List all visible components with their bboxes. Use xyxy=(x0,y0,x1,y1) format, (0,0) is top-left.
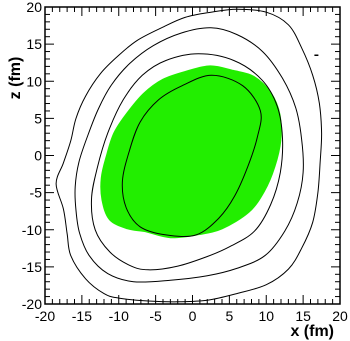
x-tick-label: -5 xyxy=(149,308,162,324)
y-tick-label: 5 xyxy=(34,110,42,126)
contour-line-3 xyxy=(74,27,304,283)
x-tick-labels: -20 -15 -10 -5 0 5 10 15 20 xyxy=(35,308,348,324)
x-tick-label: -15 xyxy=(72,308,92,324)
contour-line-2 xyxy=(90,53,284,271)
y-tick-label: -15 xyxy=(22,259,42,275)
y-tick-label: 20 xyxy=(26,0,42,15)
plot-area xyxy=(55,8,323,303)
y-axis-label: z (fm) xyxy=(7,57,24,100)
y-tick-label: 15 xyxy=(26,36,42,52)
x-tick-label: -10 xyxy=(109,308,129,324)
x-axis-label: x (fm) xyxy=(290,323,334,340)
y-tick-label: 0 xyxy=(34,148,42,164)
y-tick-label: -10 xyxy=(22,222,42,238)
x-tick-label: 15 xyxy=(295,308,311,324)
x-tick-label: 10 xyxy=(258,308,274,324)
x-tick-label: 0 xyxy=(189,308,197,324)
y-tick-label: -5 xyxy=(30,185,43,201)
y-tick-label: 10 xyxy=(26,73,42,89)
y-tick-labels: -20 -15 -10 -5 0 5 10 15 20 xyxy=(22,0,42,312)
x-tick-label: 20 xyxy=(332,308,348,324)
y-tick-label: -20 xyxy=(22,296,42,312)
x-tick-label: -20 xyxy=(35,308,55,324)
contour-line-5 xyxy=(121,74,262,238)
x-tick-label: 5 xyxy=(225,308,233,324)
axis-ticks xyxy=(44,6,341,305)
